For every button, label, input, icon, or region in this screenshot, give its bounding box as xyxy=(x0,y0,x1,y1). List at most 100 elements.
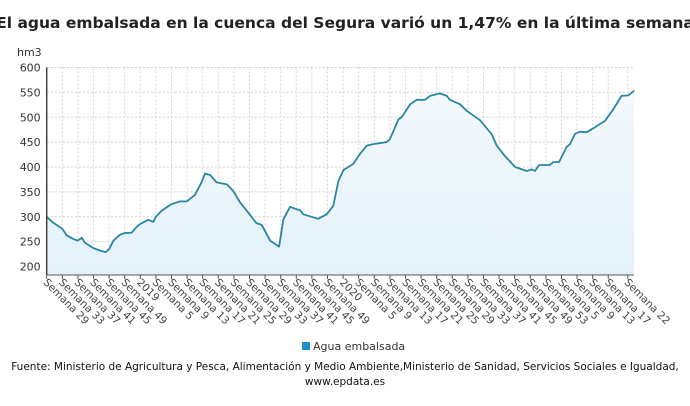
data-point xyxy=(260,224,263,226)
data-point xyxy=(531,168,533,171)
data-point xyxy=(409,103,411,105)
data-point xyxy=(592,127,595,129)
y-tick-label: 550 xyxy=(20,86,41,99)
data-point xyxy=(92,247,95,249)
data-point xyxy=(627,94,629,96)
data-point xyxy=(565,146,568,148)
data-point xyxy=(416,99,418,101)
data-point xyxy=(342,169,345,171)
data-point xyxy=(372,143,374,145)
data-point xyxy=(549,164,551,166)
data-point xyxy=(534,170,536,172)
data-point xyxy=(61,228,63,230)
data-point xyxy=(526,170,528,172)
data-point xyxy=(352,163,354,165)
data-point xyxy=(400,116,403,118)
data-point xyxy=(337,180,340,182)
data-point xyxy=(76,240,79,242)
data-point xyxy=(84,242,86,244)
data-point xyxy=(299,209,301,211)
data-point xyxy=(204,172,206,175)
data-point xyxy=(620,95,623,97)
data-point xyxy=(152,221,154,223)
data-point xyxy=(326,213,328,215)
data-point xyxy=(194,194,196,196)
data-point xyxy=(604,120,606,122)
y-tick-label: 350 xyxy=(20,186,41,199)
area-layer xyxy=(46,90,635,276)
source-text: Fuente: Ministerio de Agricultura y Pesc… xyxy=(11,361,679,373)
data-point xyxy=(161,210,163,212)
data-point xyxy=(538,164,540,166)
data-point xyxy=(449,99,451,101)
y-tick-label: 400 xyxy=(20,161,41,174)
data-point xyxy=(71,237,73,239)
data-point xyxy=(269,240,271,242)
data-point xyxy=(104,251,107,253)
data-point xyxy=(289,206,291,208)
data-point xyxy=(209,174,211,176)
legend: Agua embalsada xyxy=(302,340,405,353)
data-point xyxy=(586,131,588,133)
y-tick-label: 450 xyxy=(20,136,41,149)
data-point xyxy=(119,234,121,236)
data-point xyxy=(255,222,258,224)
data-point xyxy=(246,210,248,212)
data-point xyxy=(366,145,368,147)
data-point xyxy=(81,237,83,239)
data-point xyxy=(359,153,361,155)
data-point xyxy=(155,216,157,218)
data-point xyxy=(397,118,400,120)
chart-title: El agua embalsada en la cuenca del Segur… xyxy=(0,14,690,32)
data-point xyxy=(200,181,203,184)
data-point xyxy=(479,119,481,121)
data-point xyxy=(278,246,280,248)
data-point xyxy=(147,219,149,221)
data-point xyxy=(579,131,581,133)
y-tick-label: 600 xyxy=(20,62,41,75)
data-point xyxy=(296,208,298,210)
data-point xyxy=(52,222,54,224)
data-point xyxy=(569,143,571,145)
data-point xyxy=(429,95,431,97)
data-point xyxy=(99,250,101,252)
data-point xyxy=(239,201,241,203)
data-point xyxy=(179,200,181,202)
data-point xyxy=(446,95,448,97)
data-point xyxy=(136,226,138,228)
data-point xyxy=(232,190,234,192)
data-point xyxy=(131,232,133,234)
data-point xyxy=(574,133,576,135)
data-point xyxy=(282,218,285,220)
data-point xyxy=(612,108,614,110)
data-point xyxy=(496,145,498,147)
data-point xyxy=(491,133,493,135)
data-point xyxy=(424,99,426,101)
y-tick-label: 500 xyxy=(20,111,41,124)
y-tick-label: 200 xyxy=(20,261,41,274)
source-site: www.epdata.es xyxy=(305,376,385,388)
data-point xyxy=(439,92,441,94)
data-point xyxy=(504,155,506,157)
series-area-fill xyxy=(46,90,634,276)
data-point xyxy=(389,138,391,140)
data-point xyxy=(514,166,516,168)
data-point xyxy=(633,90,635,92)
data-point xyxy=(459,103,461,105)
data-point xyxy=(123,232,125,234)
legend-swatch xyxy=(302,342,310,350)
y-tick-label: 300 xyxy=(20,211,41,224)
data-point xyxy=(552,161,554,163)
y-axis: 200 250 300 350 400 450 500 550 600 xyxy=(20,62,48,275)
data-point xyxy=(558,161,560,163)
data-point xyxy=(484,125,486,127)
data-point xyxy=(112,240,114,242)
data-point xyxy=(139,223,141,225)
data-point xyxy=(466,110,468,112)
data-point xyxy=(65,234,68,236)
data-point xyxy=(216,181,218,184)
y-tick-label: 250 xyxy=(20,236,41,249)
data-point xyxy=(186,200,188,202)
